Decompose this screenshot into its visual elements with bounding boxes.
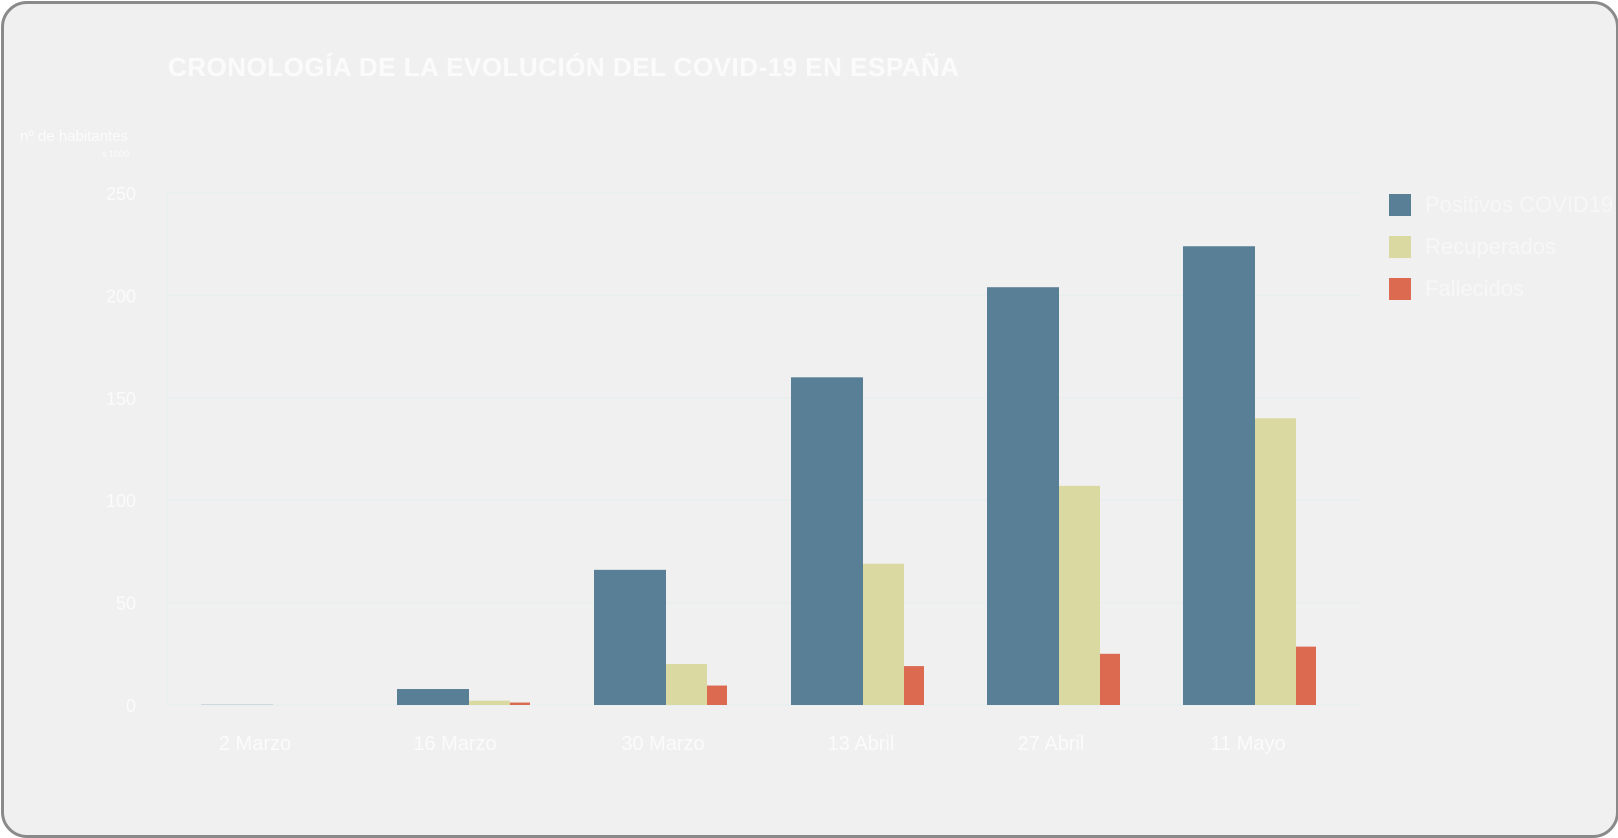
bar-recuperados-3 xyxy=(863,564,904,705)
bar-fallecidos-3 xyxy=(904,666,924,705)
bar-recuperados-1 xyxy=(469,701,510,705)
y-tick-label-0: 0 xyxy=(126,696,136,716)
bar-fallecidos-2 xyxy=(707,686,727,705)
bar-positivos-covid19-3 xyxy=(791,377,863,705)
bar-recuperados-4 xyxy=(1059,486,1100,705)
bar-fallecidos-1 xyxy=(510,703,530,705)
bar-positivos-covid19-2 xyxy=(594,570,666,705)
y-tick-label-200: 200 xyxy=(106,286,136,306)
bar-fallecidos-4 xyxy=(1100,654,1120,705)
bar-positivos-covid19-4 xyxy=(987,287,1059,705)
y-tick-label-100: 100 xyxy=(106,491,136,511)
x-tick-label-0: 2 Marzo xyxy=(219,733,291,755)
x-tick-label-1: 16 Marzo xyxy=(413,733,496,755)
bar-positivos-covid19-1 xyxy=(397,689,469,705)
y-tick-label-250: 250 xyxy=(106,184,136,204)
bar-fallecidos-5 xyxy=(1296,647,1316,705)
y-tick-label-50: 50 xyxy=(116,594,136,614)
x-tick-label-5: 11 Mayo xyxy=(1210,733,1285,755)
bar-positivos-covid19-5 xyxy=(1183,246,1255,705)
y-tick-label-150: 150 xyxy=(106,389,136,409)
x-tick-label-3: 13 Abril xyxy=(828,733,895,755)
bar-recuperados-2 xyxy=(666,664,707,705)
bar-recuperados-5 xyxy=(1255,418,1296,705)
x-tick-label-4: 27 Abril xyxy=(1018,733,1085,755)
x-tick-label-2: 30 Marzo xyxy=(621,733,704,755)
